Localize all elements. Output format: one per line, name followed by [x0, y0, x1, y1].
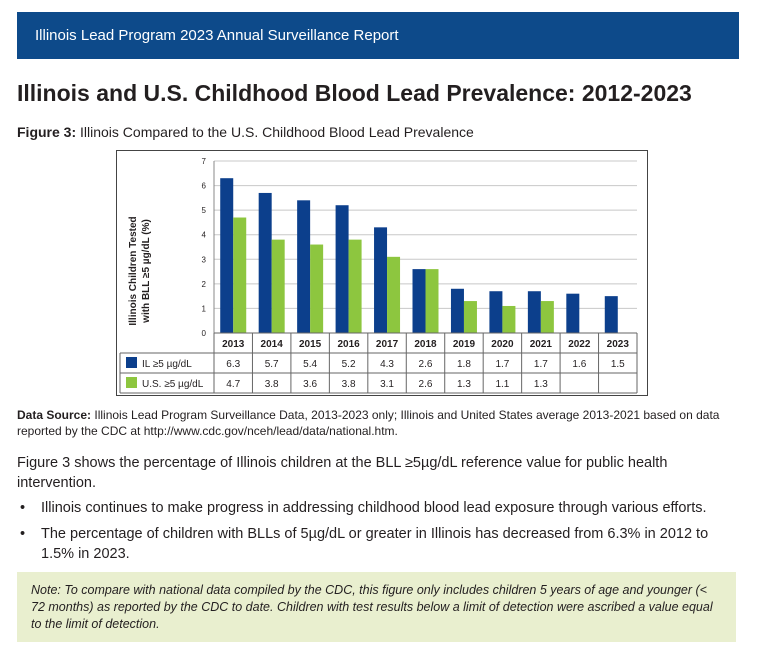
bar-us-2017 — [387, 256, 401, 333]
data-label: 5.4 — [303, 359, 317, 370]
bar-illinois-2014 — [258, 192, 272, 333]
bar-us-2016 — [348, 239, 362, 333]
x-tick-label: 2014 — [261, 339, 284, 350]
legend-label-us: U.S. ≥5 µg/dL — [142, 379, 204, 390]
list-item: • Illinois continues to make progress in… — [17, 498, 737, 518]
data-label: 5.2 — [342, 359, 356, 370]
data-label: 1.1 — [495, 379, 509, 390]
bullet-icon: • — [20, 526, 26, 542]
data-table: 2013 2014 2015 2016 2017 2018 2019 2020 2021 2022… — [119, 332, 638, 394]
chart-svg: 0 1 2 3 4 5 6 7 2013 2014 2015 2016 2017 2018 2019 202… — [119, 157, 638, 394]
x-tick-label: 2016 — [337, 339, 360, 350]
bar-us-2020 — [502, 305, 516, 333]
figure-caption-text: Illinois Compared to the U.S. Childhood … — [80, 124, 474, 140]
data-label: 1.3 — [534, 379, 548, 390]
bar-illinois-2016 — [335, 205, 349, 333]
y-axis-title-line1: Illinois Children Tested — [128, 216, 139, 325]
bar-us-2018 — [425, 269, 439, 333]
y-axis: 0 1 2 3 4 5 6 7 — [202, 157, 215, 338]
data-label: 1.5 — [611, 359, 625, 370]
legend-swatch-us — [126, 377, 137, 388]
bar-illinois-2021 — [527, 291, 541, 333]
data-label: 1.7 — [495, 359, 509, 370]
legend-swatch-illinois — [126, 357, 137, 368]
data-source-text: Illinois Lead Program Surveillance Data,… — [17, 408, 720, 438]
figure-label: Figure 3: — [17, 124, 77, 140]
y-tick-label: 7 — [202, 157, 207, 166]
bar-illinois-2013 — [220, 178, 234, 333]
data-source-label: Data Source: — [17, 408, 92, 422]
data-label: 1.3 — [457, 379, 471, 390]
data-label: 1.6 — [572, 359, 586, 370]
bar-us-2021 — [540, 301, 554, 333]
data-label: 3.8 — [265, 379, 279, 390]
data-label: 3.8 — [342, 379, 356, 390]
chart-bars — [220, 178, 618, 333]
bullet-text: Illinois continues to make progress in a… — [41, 500, 707, 516]
y-tick-label: 5 — [202, 206, 207, 215]
bullet-list: • Illinois continues to make progress in… — [17, 498, 737, 570]
x-tick-label: 2015 — [299, 339, 322, 350]
x-tick-label: 2022 — [568, 339, 591, 350]
bullet-icon: • — [20, 500, 26, 516]
report-banner: Illinois Lead Program 2023 Annual Survei… — [17, 12, 739, 59]
legend-label-illinois: IL ≥5 µg/dL — [142, 359, 192, 370]
data-source: Data Source: Illinois Lead Program Surve… — [17, 407, 742, 439]
note-box: Note: To compare with national data comp… — [17, 572, 736, 642]
bar-us-2013 — [233, 217, 247, 333]
banner-title: Illinois Lead Program 2023 Annual Survei… — [35, 27, 399, 44]
y-tick-label: 6 — [202, 182, 207, 191]
x-tick-label: 2019 — [453, 339, 476, 350]
x-tick-label: 2023 — [607, 339, 630, 350]
prevalence-chart: 0 1 2 3 4 5 6 7 2013 2014 2015 2016 2017 2018 2019 202… — [116, 150, 648, 396]
x-tick-label: 2017 — [376, 339, 399, 350]
bar-illinois-2017 — [374, 227, 388, 333]
page-title: Illinois and U.S. Childhood Blood Lead P… — [17, 80, 692, 106]
x-tick-label: 2018 — [414, 339, 437, 350]
data-label: 4.3 — [380, 359, 394, 370]
data-label: 5.7 — [265, 359, 279, 370]
y-tick-label: 4 — [202, 231, 207, 240]
y-tick-label: 2 — [202, 280, 207, 289]
y-tick-label: 0 — [202, 329, 207, 338]
x-tick-label: 2020 — [491, 339, 514, 350]
list-item: • The percentage of children with BLLs o… — [17, 524, 737, 564]
data-label: 2.6 — [419, 379, 433, 390]
bar-us-2019 — [463, 301, 477, 333]
data-label: 3.1 — [380, 379, 394, 390]
data-label: 1.7 — [534, 359, 548, 370]
x-tick-label: 2013 — [222, 339, 245, 350]
y-axis-title-line2: with BLL ≥5 µg/dL (%) — [141, 219, 152, 324]
x-tick-label: 2021 — [530, 339, 553, 350]
y-tick-label: 3 — [202, 255, 207, 264]
bullet-text: The percentage of children with BLLs of … — [41, 526, 709, 562]
data-label: 6.3 — [226, 359, 240, 370]
bar-us-2014 — [271, 239, 285, 333]
y-tick-label: 1 — [202, 304, 207, 313]
bar-us-2015 — [310, 244, 324, 333]
bar-illinois-2015 — [297, 200, 311, 333]
body-paragraph: Figure 3 shows the percentage of Illinoi… — [17, 455, 668, 491]
bar-illinois-2019 — [450, 288, 464, 333]
data-label: 2.6 — [419, 359, 433, 370]
data-label: 3.6 — [303, 379, 317, 390]
data-label: 1.8 — [457, 359, 471, 370]
figure-caption: Figure 3: Illinois Compared to the U.S. … — [17, 124, 474, 140]
bar-illinois-2018 — [412, 269, 426, 333]
data-label: 4.7 — [226, 379, 240, 390]
bar-illinois-2020 — [489, 291, 503, 333]
bar-illinois-2022 — [566, 293, 580, 333]
bar-illinois-2023 — [604, 296, 618, 333]
